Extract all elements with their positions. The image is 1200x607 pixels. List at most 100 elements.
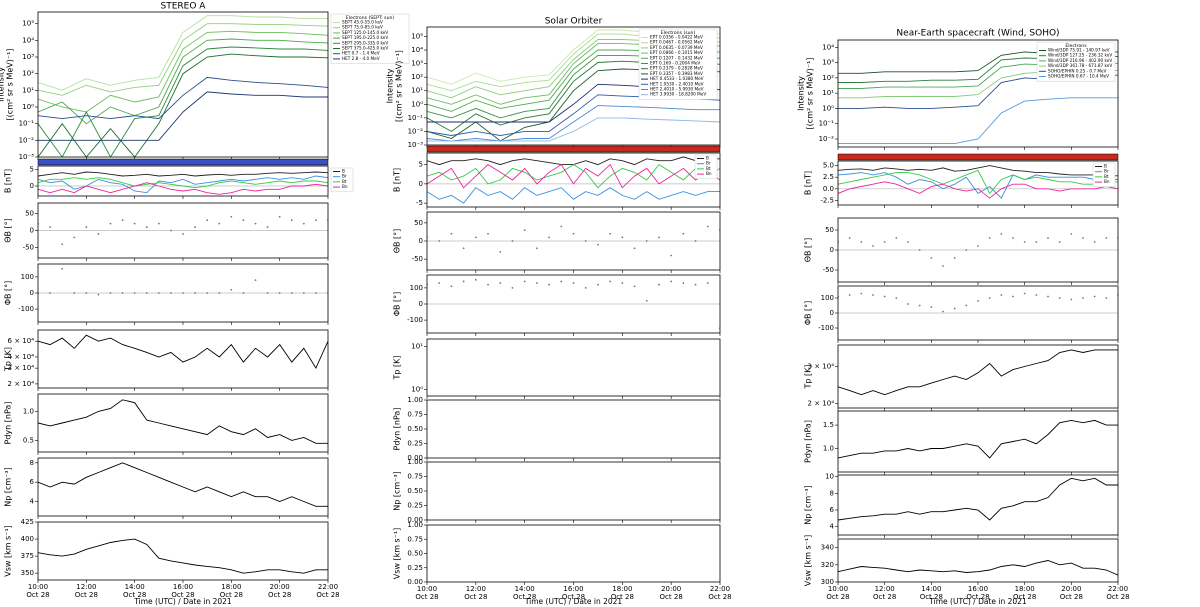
panel-frame [426,152,721,208]
y-tick-label: -100 [18,305,34,313]
data-point [548,283,550,286]
y-tick-label: 0 [30,182,34,190]
x-tick-label: 20:00 Oct 28 [659,585,683,601]
data-point [706,282,709,284]
data-point [918,304,921,307]
y-axis-label: [(cm² sr s MeV)⁻¹] [395,50,404,122]
series-line [38,46,328,157]
legend-label: HET 0.7 - 1.4 MeV [342,51,380,56]
data-point [977,245,979,247]
y-tick-label: 10⁵ [411,32,423,40]
y-tick-label: 6 [830,506,835,514]
series-line [838,169,1118,195]
y-axis-label: [(cm² sr s MeV)⁻¹] [6,49,15,121]
legend-label: B [1104,164,1107,169]
plot-area [38,215,328,246]
data-point [848,294,851,296]
data-point [942,265,944,267]
panel-frame [37,165,329,197]
legend-label: EPT 0.3357 - 0.3983 MeV [650,71,703,76]
x-axis-label: Time (UTC) / Date in 2021 [133,597,232,606]
data-point [1012,237,1014,239]
data-point [658,283,660,286]
panel-frame [426,524,721,583]
plot-area [838,419,1118,459]
data-point [302,222,305,225]
y-tick-label: -100 [818,324,834,332]
data-point [206,292,209,294]
y-tick-label: 10⁴ [822,43,834,51]
y-axis-label: Intensity [797,76,806,111]
y-tick-label: 10³ [22,53,34,61]
y-tick-label: 50 [25,209,34,217]
y-tick-label: 8 [830,489,834,497]
y-axis-label: Tp [K] [393,356,402,381]
legend-label: EPT 0.1207 - 0.1432 MeV [650,55,703,60]
y-tick-label: 50 [825,226,834,234]
legend-label: Wind/3DP 75.91 - 140.97 keV [1048,48,1110,53]
legend-box [638,28,718,100]
y-tick-label: 2 × 10⁴ [8,380,35,388]
y-tick-label: 10³ [411,60,423,68]
data-point [450,285,453,288]
y-tick-label: 0.75 [407,535,423,543]
y-tick-label: 10² [22,70,34,78]
data-point [133,292,136,294]
x-tick-label: 18:00 Oct 28 [610,585,634,601]
y-tick-label: 10⁻¹ [819,120,835,128]
y-tick-label: 1.00 [407,521,423,529]
legend-box [330,167,354,193]
data-point [860,241,863,243]
data-point [953,257,956,259]
x-tick-label: 12:00 Oct 28 [464,585,488,601]
y-tick-label: 3 × 10⁴ [8,364,35,372]
data-point [1035,241,1038,243]
x-tick-label: 10:00 Oct 28 [826,585,850,601]
data-point [930,257,933,259]
x-tick-label: 22:00 Oct 28 [316,583,340,599]
y-axis-label: ΘB [°] [393,229,402,254]
panel-frame [426,26,721,146]
legend-label: B [342,169,345,174]
data-point [1082,297,1084,299]
data-point [157,222,160,225]
y-axis-label: Intensity [386,68,395,103]
y-tick-label: 10⁻² [19,136,35,144]
series-line [427,164,720,189]
legend-label: Bt [1104,174,1109,179]
data-point [621,282,624,284]
legend-box [694,154,718,180]
data-point [597,283,599,286]
data-point [670,280,673,283]
y-tick-label: 0.75 [407,411,423,419]
data-point [1058,241,1061,243]
legend-label: EPT 0.2379 - 0.2828 MeV [650,66,703,71]
data-point [895,237,898,239]
y-tick-label: 10⁴ [22,36,34,44]
data-point [872,294,874,296]
data-point [621,236,624,239]
y-tick-label: 10¹ [411,343,423,351]
data-point [965,304,968,307]
legend-label: Wind/3DP 216.96 - 402.90 keV [1048,58,1112,63]
panel-frame [426,338,721,397]
series-line [38,23,328,96]
y-tick-label: 0 [419,237,423,245]
plot-area [838,349,1118,396]
legend-label: Bn [706,171,712,176]
y-axis-label: Np [cm⁻³] [804,485,813,524]
data-point [511,240,514,242]
data-point [121,292,124,294]
series-line [38,177,328,189]
x-tick-label: 18:00 Oct 28 [219,583,243,599]
panel-frame [426,211,721,271]
series-line [838,419,1118,459]
y-tick-label: 10⁰ [411,100,423,108]
x-tick-label: 16:00 Oct 28 [171,583,195,599]
plot-area [38,15,328,157]
series-line [38,462,328,507]
data-point [242,219,245,222]
polarity-strip [426,145,721,153]
legend-label: HET 1.0530 - 2.4010 MeV [650,81,704,86]
